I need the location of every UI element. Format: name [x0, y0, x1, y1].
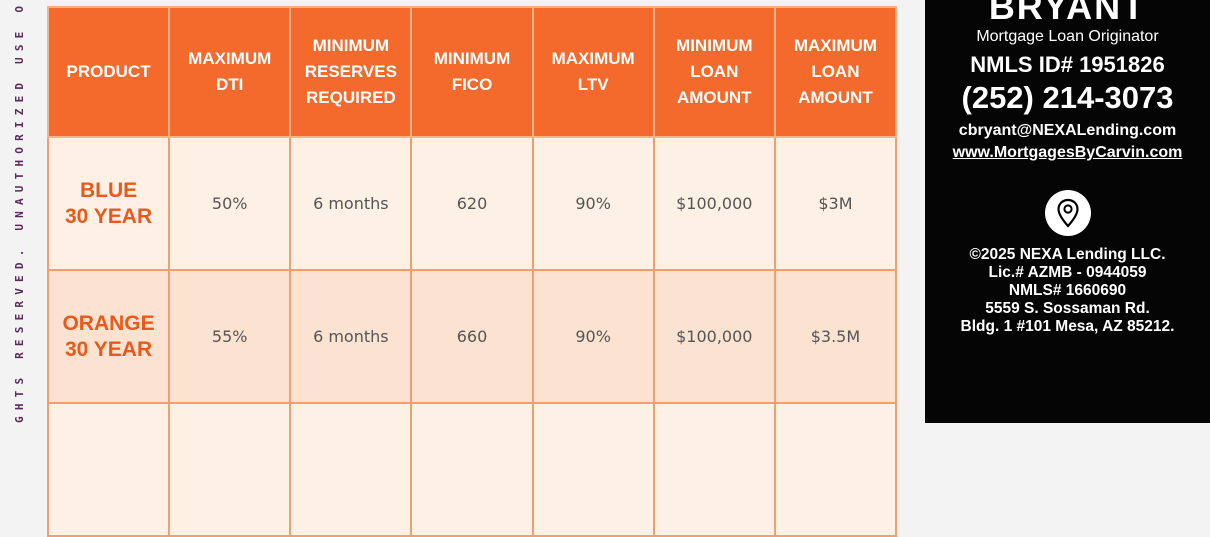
cell: 90% — [531, 136, 655, 271]
address-line: Bldg. 1 #101 Mesa, AZ 85212. — [960, 318, 1175, 335]
contact-role: Mortgage Loan Originator — [976, 28, 1159, 45]
cell: $3M — [773, 136, 898, 271]
contact-nmls: NMLS ID# 1951826 — [970, 52, 1165, 77]
contact-website-link[interactable]: www.MortgagesByCarvin.com — [952, 144, 1183, 161]
header-cell: MINIMUM RESERVES REQUIRED — [289, 6, 413, 138]
address-line: Lic.# AZMB - 0944059 — [988, 264, 1147, 281]
cell: 90% — [531, 269, 655, 404]
table-row: BLUE 30 YEAR 50% 6 months 620 90% $100,00… — [46, 136, 898, 271]
loan-products-table: PRODUCT MAXIMUM DTI MINIMUM RESERVES REQUIR… — [46, 6, 898, 537]
side-text: GHTS RESERVED. UNAUTHORIZED USE OR R — [13, 0, 26, 423]
contact-panel: BRYANT Mortgage Loan Originator NMLS ID#… — [925, 0, 1210, 423]
cell: 660 — [410, 269, 534, 404]
location-pin-icon — [1044, 190, 1091, 236]
header-cell: MAXIMUM DTI — [168, 6, 292, 138]
cell: 55% — [168, 269, 292, 404]
header-cell: MINIMUM LOAN AMOUNT — [652, 6, 776, 138]
header-cell: MAXIMUM LTV — [531, 6, 655, 138]
contact-email[interactable]: cbryant@NEXALending.com — [958, 122, 1177, 139]
cell: 50% — [168, 136, 292, 271]
cell: 6 months — [289, 269, 413, 404]
product-cell: BLUE 30 YEAR — [46, 136, 171, 271]
header-cell: MINIMUM FICO — [410, 6, 534, 138]
product-cell: ORANGE 30 YEAR — [46, 269, 171, 404]
address-line: ©2025 NEXA Lending LLC. — [969, 246, 1166, 263]
cell: 620 — [410, 136, 534, 271]
company-address: ©2025 NEXA Lending LLC. Lic.# AZMB - 094… — [925, 246, 1210, 336]
cell: $100,000 — [652, 136, 776, 271]
cell: 6 months — [289, 136, 413, 271]
cell: $3.5M — [773, 269, 898, 404]
table-row: ORANGE 30 YEAR 55% 6 months 660 90% $100,… — [46, 269, 898, 404]
header-row: PRODUCT MAXIMUM DTI MINIMUM RESERVES REQUIR… — [46, 6, 898, 138]
copyright-side-text: GHTS RESERVED. UNAUTHORIZED USE OR R — [0, 0, 40, 423]
address-line: NMLS# 1660690 — [1008, 282, 1127, 299]
header-cell: PRODUCT — [46, 6, 171, 138]
address-line: 5559 S. Sossaman Rd. — [985, 300, 1150, 317]
cell: $100,000 — [652, 269, 776, 404]
header-cell: MAXIMUM LOAN AMOUNT — [773, 6, 898, 138]
contact-phone[interactable]: (252) 214-3073 — [961, 80, 1174, 115]
contact-name: BRYANT — [988, 0, 1147, 27]
